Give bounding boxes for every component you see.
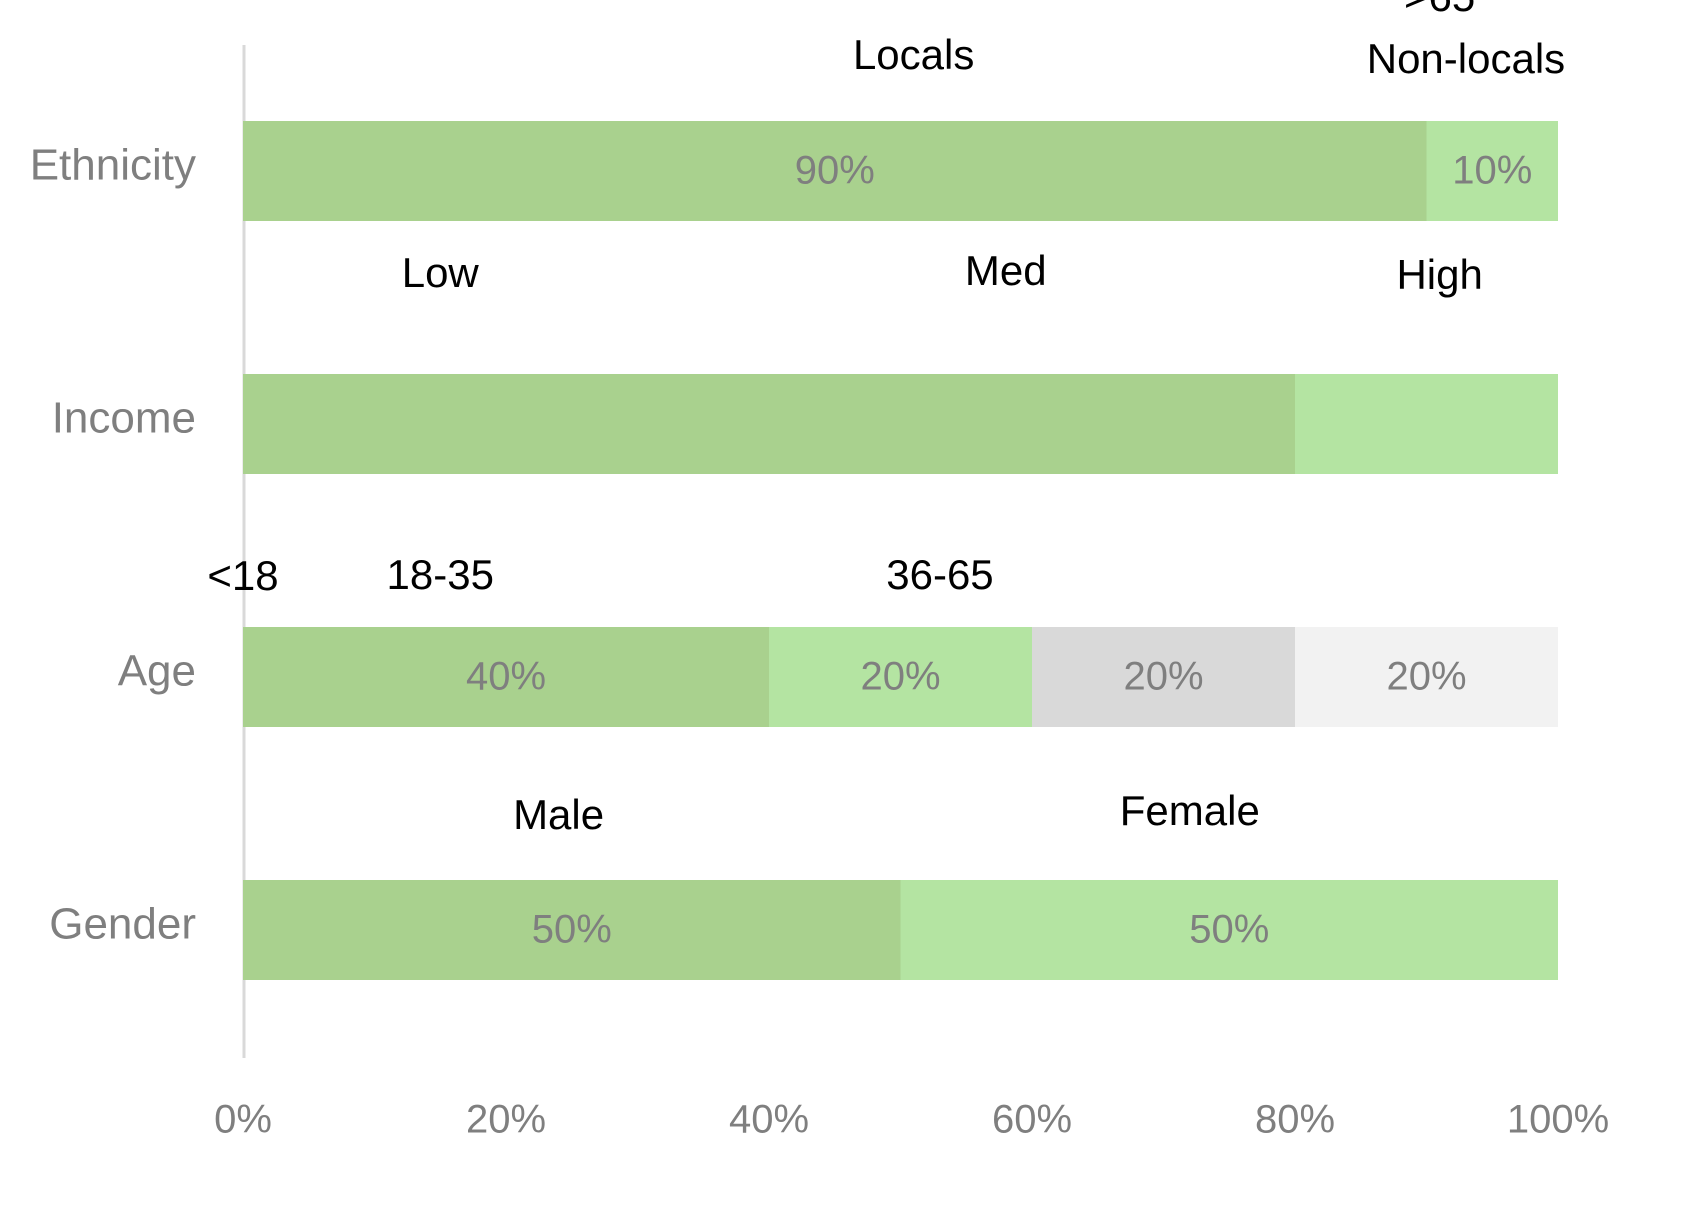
segment-name-18-35: 18-35 — [387, 551, 494, 598]
x-axis-ticks: 0% 20% 40% 60% 80% 100% — [214, 1098, 1609, 1142]
segment-name-non-locals: Non-locals — [1367, 35, 1565, 82]
x-tick-label-80: 80% — [1255, 1098, 1335, 1142]
segment-name-36-65: 36-65 — [886, 551, 993, 598]
segment-name-female: Female — [1120, 787, 1260, 834]
segment-name-18: <18 — [207, 552, 278, 599]
bar-segment-age-5 — [1295, 627, 1558, 727]
bar-segment-age-4 — [1032, 627, 1295, 727]
segment-name-male: Male — [513, 791, 604, 838]
bar-segment-gender-1 — [243, 880, 901, 980]
labels-layer: Ethnicity 90% Locals 10% Non-locals Income Low… — [30, 0, 1565, 952]
bar-segment-age-2 — [243, 627, 769, 727]
segment-name-65: >65 — [1404, 0, 1475, 20]
x-tick-label-100: 100% — [1507, 1098, 1609, 1142]
x-tick-label-20: 20% — [466, 1098, 546, 1142]
category-label-gender: Gender — [49, 900, 196, 949]
segment-name-med: Med — [965, 247, 1047, 294]
data-label-age-2: 40% — [466, 655, 546, 699]
x-tick-label-60: 60% — [992, 1098, 1072, 1142]
category-label-income: Income — [52, 394, 196, 443]
data-label-gender-2: 50% — [1189, 908, 1269, 952]
bar-segment-ethnicity-1 — [243, 121, 1427, 221]
data-label-gender-1: 50% — [532, 908, 612, 952]
category-label-age: Age — [118, 647, 196, 696]
bar-segment-income-2 — [243, 374, 1295, 474]
x-tick-label-0: 0% — [214, 1098, 272, 1142]
bar-segment-income-3 — [1295, 374, 1558, 474]
data-label-ethnicity-1: 90% — [795, 149, 875, 193]
data-label-age-5: 20% — [1386, 655, 1466, 699]
segment-name-low: Low — [402, 249, 480, 296]
data-label-age-3: 20% — [860, 655, 940, 699]
bar-segment-age-3 — [769, 627, 1032, 727]
category-label-ethnicity: Ethnicity — [30, 141, 196, 190]
data-label-ethnicity-2: 10% — [1452, 149, 1532, 193]
bars-layer — [243, 121, 1558, 980]
segment-name-locals: Locals — [853, 31, 974, 78]
bar-segment-ethnicity-2 — [1426, 121, 1558, 221]
x-tick-label-40: 40% — [729, 1098, 809, 1142]
bar-segment-gender-2 — [900, 880, 1558, 980]
segment-name-high: High — [1396, 251, 1482, 298]
data-label-age-4: 20% — [1123, 655, 1203, 699]
